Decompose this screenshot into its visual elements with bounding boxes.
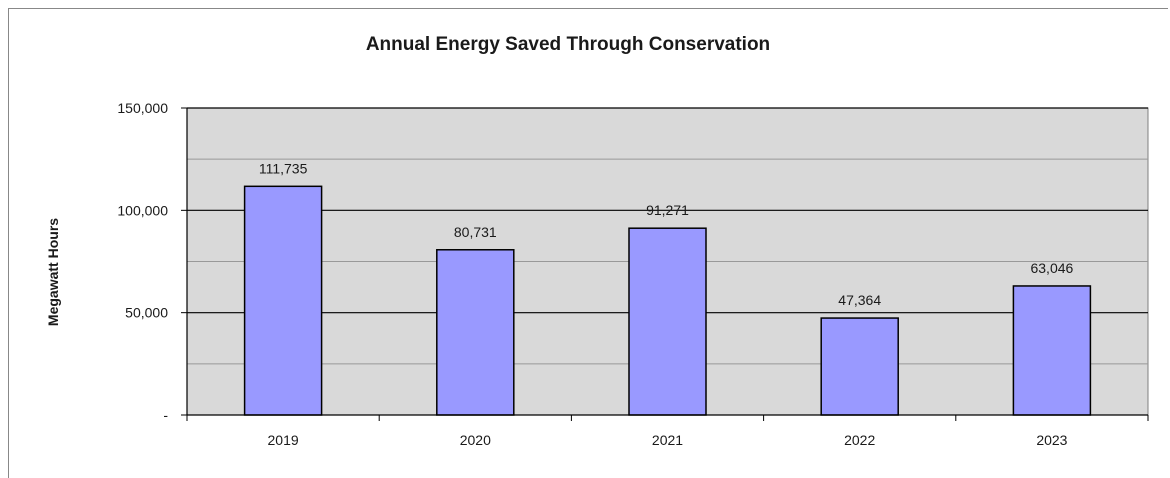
bar-2020	[436, 249, 515, 416]
x-tick-label: 2021	[652, 432, 683, 448]
axes	[181, 107, 1149, 421]
data-label-2023: 63,046	[1030, 260, 1073, 276]
chart-title: Annual Energy Saved Through Conservation	[366, 34, 770, 55]
data-label-2019: 111,735	[259, 160, 308, 176]
y-tick-label: 150,000	[117, 100, 168, 116]
y-axis-label: Megawatt Hours	[45, 218, 61, 326]
y-tick-label: -	[163, 407, 168, 423]
data-label-2020: 80,731	[454, 224, 497, 240]
x-tick-label: 2022	[844, 432, 875, 448]
y-tick-label: 50,000	[125, 305, 168, 321]
x-tick-label: 2020	[460, 432, 491, 448]
x-tick-label: 2019	[268, 432, 299, 448]
x-tick-label: 2023	[1036, 432, 1067, 448]
y-tick-label: 100,000	[117, 202, 168, 218]
chart-frame	[8, 8, 1168, 478]
bar-2021	[628, 227, 707, 416]
bars	[243, 185, 1092, 416]
data-label-2022: 47,364	[838, 292, 881, 308]
y-tick-labels: - 50,000 100,000 150,000	[117, 100, 168, 423]
data-labels: 111,735 80,731 91,271 47,364 63,046	[259, 160, 1074, 308]
bar-2019	[243, 185, 323, 416]
data-label-2021: 91,271	[646, 202, 689, 218]
bar-2023	[1012, 285, 1092, 416]
bar-2022	[820, 317, 899, 416]
x-tick-labels: 2019 2020 2021 2022 2023	[268, 432, 1068, 448]
